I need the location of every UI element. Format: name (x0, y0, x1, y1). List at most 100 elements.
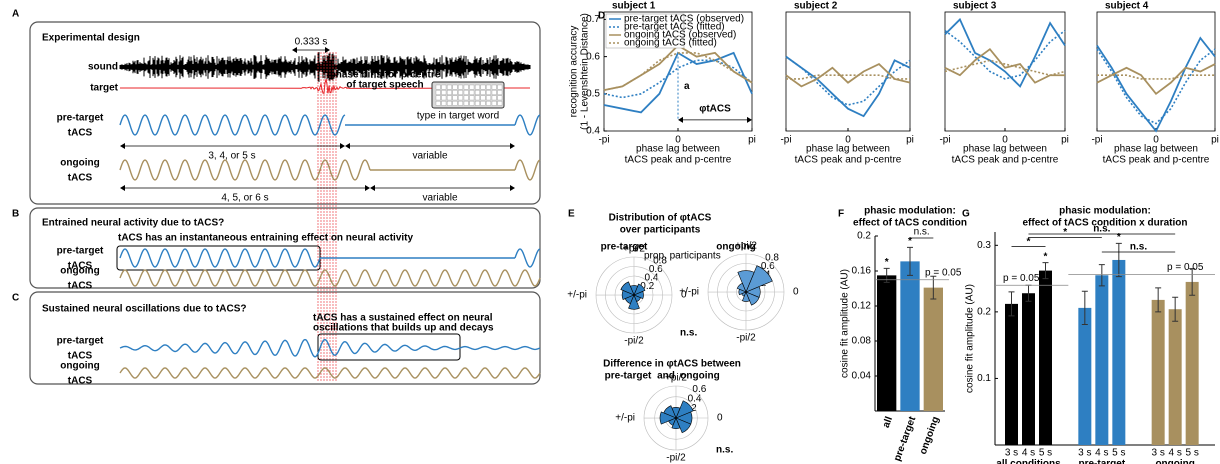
chart-title: subject 4 (1105, 1, 1149, 12)
error-bar (1172, 296, 1179, 322)
theta-tick-label: +/-pi (679, 287, 699, 298)
x-tick-label: 3 s (1078, 448, 1091, 459)
x-tick-label: 4 s (1022, 448, 1035, 459)
x-tick-label: 5 s (1112, 448, 1125, 459)
rose-wedge (738, 288, 747, 296)
annotation: type in target word (417, 111, 499, 122)
tacs-wave (119, 367, 541, 379)
annotation: n.s. (680, 328, 697, 339)
x-tick-label: 3 s (1151, 448, 1164, 459)
panel-box (29, 21, 541, 205)
panel-label: B (12, 209, 19, 220)
axes-frame (785, 11, 911, 132)
key (463, 95, 469, 101)
key (491, 90, 497, 95)
row-label: pre-target (57, 336, 104, 347)
x-axis-label: phase lag between (806, 144, 890, 155)
row-label: ongoing (60, 266, 99, 277)
section-title: pre-target (605, 371, 652, 382)
key (469, 90, 475, 95)
x-tick-label: pi (748, 135, 756, 146)
data-line (785, 62, 911, 88)
rose-wedge (621, 290, 635, 300)
key (469, 101, 475, 106)
row-label: pre-target (57, 113, 104, 124)
tacs-wave (119, 269, 541, 287)
row-label: sound (88, 62, 118, 73)
y-tick-label: 0.3 (977, 240, 991, 251)
annotation: n.s. (1130, 242, 1147, 253)
bar (1039, 270, 1052, 445)
key (475, 95, 480, 101)
x-tick-label: 4 s (1168, 448, 1181, 459)
key (447, 95, 452, 101)
y-tick-label: 0.04 (852, 371, 872, 382)
error-bar (1189, 268, 1196, 296)
duration-label: variable (412, 151, 447, 162)
reference-label: p = 0.05 (925, 267, 962, 278)
row-label: ongoing (60, 158, 99, 169)
bar (1078, 307, 1092, 445)
x-tick-label: ongoing (918, 415, 942, 456)
x-tick-label: 5 s (1185, 448, 1198, 459)
r-tick-label: 0.8 (765, 252, 779, 263)
section-title: ongoing (680, 371, 719, 382)
annotation: n.s. (1093, 224, 1110, 235)
annotation: * (1117, 232, 1121, 243)
tacs-wave (119, 114, 346, 136)
rose-wedge (633, 294, 641, 302)
panel-box (29, 207, 541, 289)
theta-tick-label: -pi/2 (666, 453, 686, 464)
legend-label: ongoing tACS (observed) (624, 30, 736, 41)
data-line (944, 29, 1066, 80)
key (480, 101, 486, 106)
x-tick-label: 0 (675, 135, 681, 146)
rose-wedge (628, 294, 640, 310)
key (497, 90, 503, 95)
y-tick-label: 0.4 (586, 126, 600, 137)
row-label: tACS (68, 281, 93, 292)
data-line (603, 52, 753, 91)
theta-tick-label: +pi/2 (735, 241, 757, 252)
key (491, 84, 497, 90)
chart-title: pre-target (601, 242, 648, 253)
annotation: a (684, 81, 690, 92)
y-tick-label: 0.2 (977, 307, 991, 318)
y-axis-label: (1 - Levenshtein Distance) (580, 13, 591, 130)
theta-tick-label: -pi/2 (624, 336, 644, 347)
x-tick-label: 4 s (1095, 448, 1108, 459)
y-tick-label: 0.1 (977, 373, 991, 384)
key (491, 95, 497, 101)
duration-label: 3, 4, or 5 s (208, 151, 255, 162)
bar (1095, 275, 1109, 445)
key (435, 95, 441, 101)
key (497, 101, 503, 106)
key (458, 90, 463, 95)
row-label: ongoing (60, 361, 99, 372)
rose-wedge (745, 291, 760, 306)
x-tick-label: 5 s (1039, 448, 1052, 459)
duration-label: variable (422, 193, 457, 204)
bar (1151, 299, 1165, 445)
bar (1185, 281, 1199, 445)
group-label: all conditions (996, 459, 1061, 464)
data-line (785, 55, 911, 118)
row-label: tACS (68, 376, 93, 387)
key (452, 90, 458, 95)
chart-title: subject 1 (612, 1, 656, 12)
bar (877, 275, 897, 411)
highlight-box (317, 333, 461, 361)
r-tick-label: 0.8 (653, 255, 667, 266)
row-label: pre-target (57, 246, 104, 257)
bar (923, 287, 943, 411)
y-tick-label: 0.7 (586, 14, 600, 25)
interval-label: 0.333 s (295, 37, 328, 48)
key (441, 101, 447, 106)
bar (1022, 293, 1035, 445)
data-line (1096, 63, 1216, 96)
bar (1168, 309, 1182, 445)
rose-wedge (675, 400, 694, 419)
theta-tick-label: 0 (681, 290, 687, 301)
y-tick-label: 0.12 (852, 301, 872, 312)
